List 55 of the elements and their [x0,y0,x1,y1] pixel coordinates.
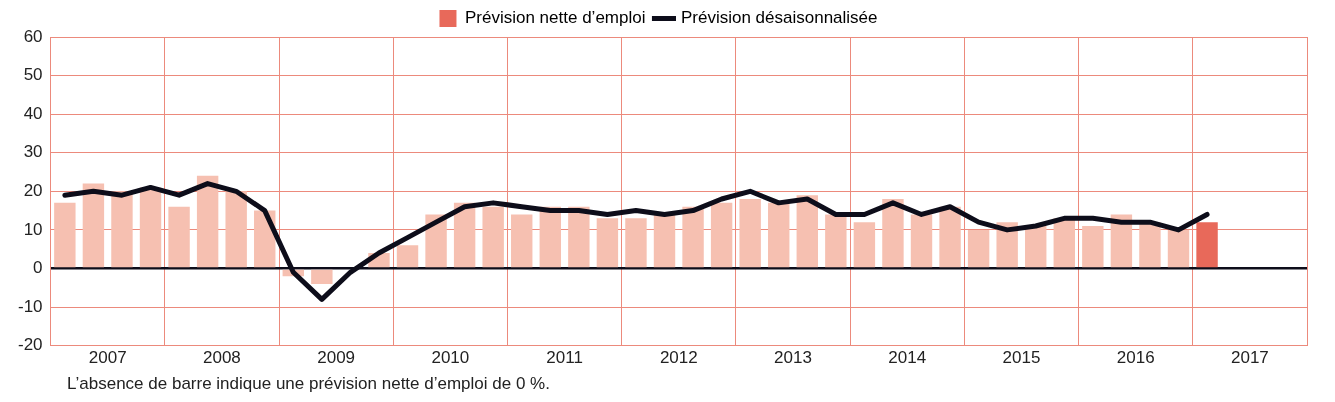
bar [1196,222,1218,268]
y-tick-label: 40 [23,103,43,123]
x-tick-label: 2014 [888,348,927,368]
y-tick-label: 0 [33,258,43,278]
legend-label: Prévision désaisonnalisée [680,8,878,28]
bar [739,199,761,268]
x-tick-label: 2015 [1002,348,1041,368]
bar [853,222,876,268]
y-tick-label: 50 [23,65,43,85]
bar [54,202,76,268]
bar [967,229,990,268]
y-tick-label: -10 [17,296,43,316]
bar [682,206,704,268]
y-tick-label: -20 [17,335,43,355]
bar [796,195,818,268]
bar [768,202,790,268]
legend-label: Prévision nette d’emploi [464,8,646,28]
x-tick-label: 2017 [1230,348,1269,368]
y-tick-label: 30 [23,142,43,162]
bar [396,245,419,268]
y-tick-label: 20 [23,180,43,200]
y-tick-label: 10 [23,219,43,239]
bar [596,218,619,268]
x-tick-label: 2009 [317,348,356,368]
bar [1025,226,1047,268]
bar [511,214,533,268]
bar [825,214,847,268]
bar [196,175,219,268]
bar [882,199,904,268]
bar [653,214,676,268]
bar [311,269,333,284]
bar [1139,222,1161,268]
bar [139,187,162,268]
bar [710,202,733,268]
x-tick-label: 2008 [202,348,241,368]
x-tick-label: 2012 [659,348,698,368]
bar [168,206,190,268]
bar [568,206,590,268]
bar [482,206,504,268]
y-tick-label: 60 [23,26,43,46]
bar [1167,229,1190,268]
bar [939,206,961,268]
x-tick-label: 2011 [546,348,583,368]
bar [1053,218,1075,268]
x-tick-label: 2016 [1116,348,1155,368]
bar [225,191,247,268]
bar [625,218,647,268]
bar [1082,226,1104,268]
text: L’absence de barre indique une prévision nette d’emploi de 0 %. [67,374,550,394]
bar [111,191,133,268]
x-tick-label: 2013 [774,348,812,368]
bar [910,214,933,268]
x-tick-label: 2007 [88,348,127,368]
bar [82,183,105,268]
x-tick-label: 2010 [431,348,470,368]
